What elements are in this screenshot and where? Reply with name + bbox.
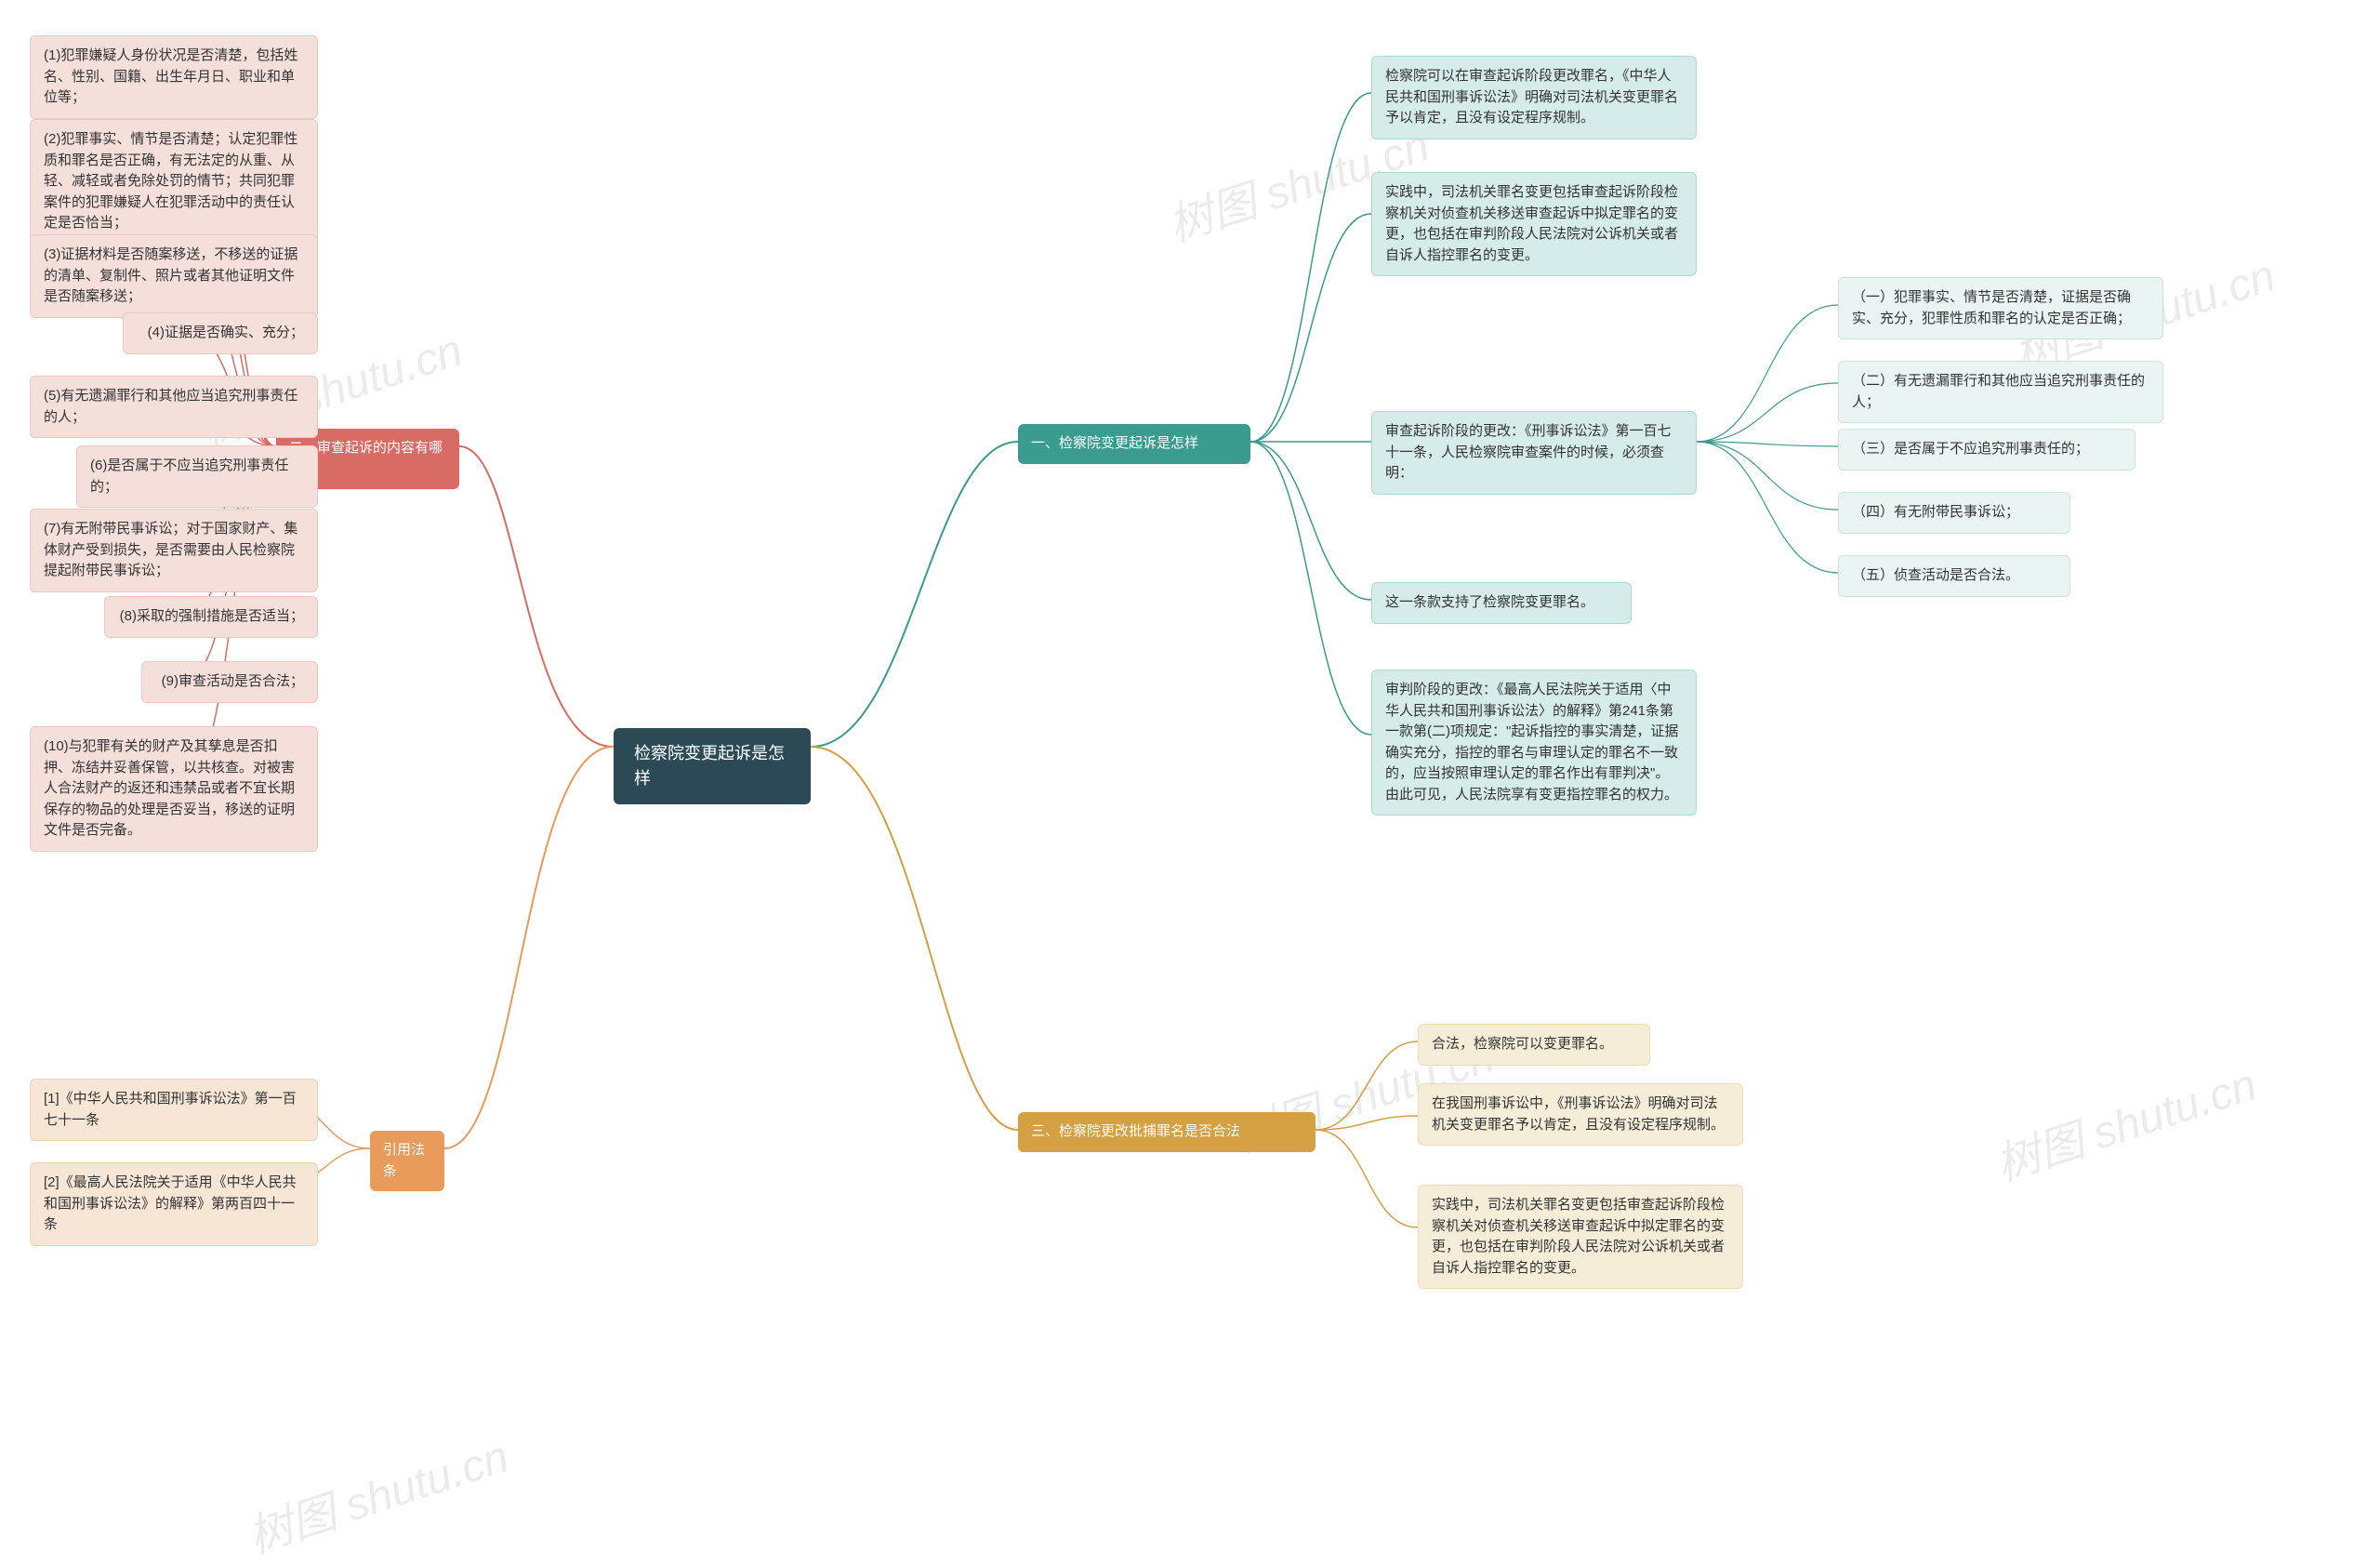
branch2-child-8-label: (9)审查活动是否合法； xyxy=(162,671,304,693)
branch2-child-3: (4)证据是否确实、充分； xyxy=(123,312,318,354)
branch2-child-7: (8)采取的强制措施是否适当； xyxy=(104,596,318,638)
branch2-child-8: (9)审查活动是否合法； xyxy=(141,661,318,703)
branch1-leaf-3: （四）有无附带民事诉讼； xyxy=(1838,492,2070,534)
branch1-child-0: 检察院可以在审查起诉阶段更改罪名，《中华人民共和国刑事诉讼法》明确对司法机关变更… xyxy=(1371,56,1697,139)
center-node: 检察院变更起诉是怎样 xyxy=(614,728,811,804)
branch1-leaf-0-label: （一）犯罪事实、情节是否清楚，证据是否确实、充分，犯罪性质和罪名的认定是否正确； xyxy=(1852,287,2149,329)
branch1-leaf-4-label: （五）侦查活动是否合法。 xyxy=(1852,565,2019,587)
branch1-leaf-0: （一）犯罪事实、情节是否清楚，证据是否确实、充分，犯罪性质和罪名的认定是否正确； xyxy=(1838,277,2163,339)
branch4-main: 引用法条 xyxy=(370,1131,444,1191)
branch1-child-4: 审判阶段的更改：《最高人民法院关于适用〈中华人民共和国刑事诉讼法〉的解释》第24… xyxy=(1371,670,1697,816)
branch1-leaf-1: （二）有无遗漏罪行和其他应当追究刑事责任的人； xyxy=(1838,361,2163,423)
branch2-child-4: (5)有无遗漏罪行和其他应当追究刑事责任的人； xyxy=(30,376,318,438)
branch4-child-1: [2]《最高人民法院关于适用《中华人民共和国刑事诉讼法》的解释》第两百四十一条 xyxy=(30,1162,318,1246)
branch4-child-1-label: [2]《最高人民法院关于适用《中华人民共和国刑事诉讼法》的解释》第两百四十一条 xyxy=(44,1173,304,1236)
watermark: 树图 shutu.cn xyxy=(1986,1048,2263,1193)
branch2-child-5-label: (6)是否属于不应当追究刑事责任的； xyxy=(90,456,304,497)
branch1-child-1-label: 实践中，司法机关罪名变更包括审查起诉阶段检察机关对侦查机关移送审查起诉中拟定罪名… xyxy=(1385,182,1683,266)
branch2-child-2: (3)证据材料是否随案移送，不移送的证据的清单、复制件、照片或者其他证明文件是否… xyxy=(30,234,318,318)
center-label: 检察院变更起诉是怎样 xyxy=(634,741,790,791)
branch2-child-9: (10)与犯罪有关的财产及其孳息是否扣押、冻结并妥善保管，以共核查。对被害人合法… xyxy=(30,726,318,852)
branch1-child-2-label: 审查起诉阶段的更改：《刑事诉讼法》第一百七十一条，人民检察院审查案件的时候，必须… xyxy=(1385,421,1683,484)
branch2-child-0-label: (1)犯罪嫌疑人身份状况是否清楚，包括姓名、性别、国籍、出生年月日、职业和单位等… xyxy=(44,46,304,109)
connector-lines xyxy=(0,0,2380,1498)
branch1-main: 一、检察院变更起诉是怎样 xyxy=(1018,424,1250,464)
branch3-child-1: 在我国刑事诉讼中，《刑事诉讼法》明确对司法机关变更罪名予以肯定，且没有设定程序规… xyxy=(1418,1083,1743,1146)
branch3-main: 三、检察院更改批捕罪名是否合法 xyxy=(1018,1112,1316,1152)
branch1-leaf-4: （五）侦查活动是否合法。 xyxy=(1838,555,2070,597)
branch2-child-4-label: (5)有无遗漏罪行和其他应当追究刑事责任的人； xyxy=(44,386,304,428)
branch4-child-0: [1]《中华人民共和国刑事诉讼法》第一百七十一条 xyxy=(30,1079,318,1141)
branch3-child-1-label: 在我国刑事诉讼中，《刑事诉讼法》明确对司法机关变更罪名予以肯定，且没有设定程序规… xyxy=(1432,1094,1729,1135)
branch1-child-0-label: 检察院可以在审查起诉阶段更改罪名，《中华人民共和国刑事诉讼法》明确对司法机关变更… xyxy=(1385,66,1683,129)
branch1-child-4-label: 审判阶段的更改：《最高人民法院关于适用〈中华人民共和国刑事诉讼法〉的解释》第24… xyxy=(1385,680,1683,805)
branch4-child-0-label: [1]《中华人民共和国刑事诉讼法》第一百七十一条 xyxy=(44,1089,304,1131)
branch2-child-6: (7)有无附带民事诉讼；对于国家财产、集体财产受到损失，是否需要由人民检察院提起… xyxy=(30,509,318,592)
branch2-child-7-label: (8)采取的强制措施是否适当； xyxy=(120,606,304,628)
branch2-child-1: (2)犯罪事实、情节是否清楚；认定犯罪性质和罪名是否正确，有无法定的从重、从轻、… xyxy=(30,119,318,245)
branch3-child-2: 实践中，司法机关罪名变更包括审查起诉阶段检察机关对侦查机关移送审查起诉中拟定罪名… xyxy=(1418,1185,1743,1289)
branch1-child-3: 这一条款支持了检察院变更罪名。 xyxy=(1371,582,1632,624)
branch3-label: 三、检察院更改批捕罪名是否合法 xyxy=(1031,1121,1240,1143)
branch1-leaf-3-label: （四）有无附带民事诉讼； xyxy=(1852,502,2019,524)
watermark: 树图 shutu.cn xyxy=(238,1420,515,1565)
branch2-child-5: (6)是否属于不应当追究刑事责任的； xyxy=(76,445,318,508)
branch2-child-9-label: (10)与犯罪有关的财产及其孳息是否扣押、冻结并妥善保管，以共核查。对被害人合法… xyxy=(44,736,304,842)
branch1-child-1: 实践中，司法机关罪名变更包括审查起诉阶段检察机关对侦查机关移送审查起诉中拟定罪名… xyxy=(1371,172,1697,276)
branch2-child-6-label: (7)有无附带民事诉讼；对于国家财产、集体财产受到损失，是否需要由人民检察院提起… xyxy=(44,519,304,582)
branch1-child-3-label: 这一条款支持了检察院变更罪名。 xyxy=(1385,592,1594,614)
branch2-child-1-label: (2)犯罪事实、情节是否清楚；认定犯罪性质和罪名是否正确，有无法定的从重、从轻、… xyxy=(44,129,304,234)
branch2-child-0: (1)犯罪嫌疑人身份状况是否清楚，包括姓名、性别、国籍、出生年月日、职业和单位等… xyxy=(30,35,318,119)
branch1-child-2: 审查起诉阶段的更改：《刑事诉讼法》第一百七十一条，人民检察院审查案件的时候，必须… xyxy=(1371,411,1697,495)
branch1-label: 一、检察院变更起诉是怎样 xyxy=(1031,433,1198,455)
branch1-leaf-1-label: （二）有无遗漏罪行和其他应当追究刑事责任的人； xyxy=(1852,371,2149,413)
branch4-label: 引用法条 xyxy=(383,1140,431,1182)
branch1-leaf-2-label: （三）是否属于不应追究刑事责任的； xyxy=(1852,439,2089,460)
branch3-child-0: 合法，检察院可以变更罪名。 xyxy=(1418,1024,1650,1066)
branch2-child-2-label: (3)证据材料是否随案移送，不移送的证据的清单、复制件、照片或者其他证明文件是否… xyxy=(44,245,304,308)
branch1-leaf-2: （三）是否属于不应追究刑事责任的； xyxy=(1838,429,2135,471)
branch2-child-3-label: (4)证据是否确实、充分； xyxy=(148,323,304,344)
branch3-child-2-label: 实践中，司法机关罪名变更包括审查起诉阶段检察机关对侦查机关移送审查起诉中拟定罪名… xyxy=(1432,1195,1729,1279)
branch3-child-0-label: 合法，检察院可以变更罪名。 xyxy=(1432,1034,1613,1055)
